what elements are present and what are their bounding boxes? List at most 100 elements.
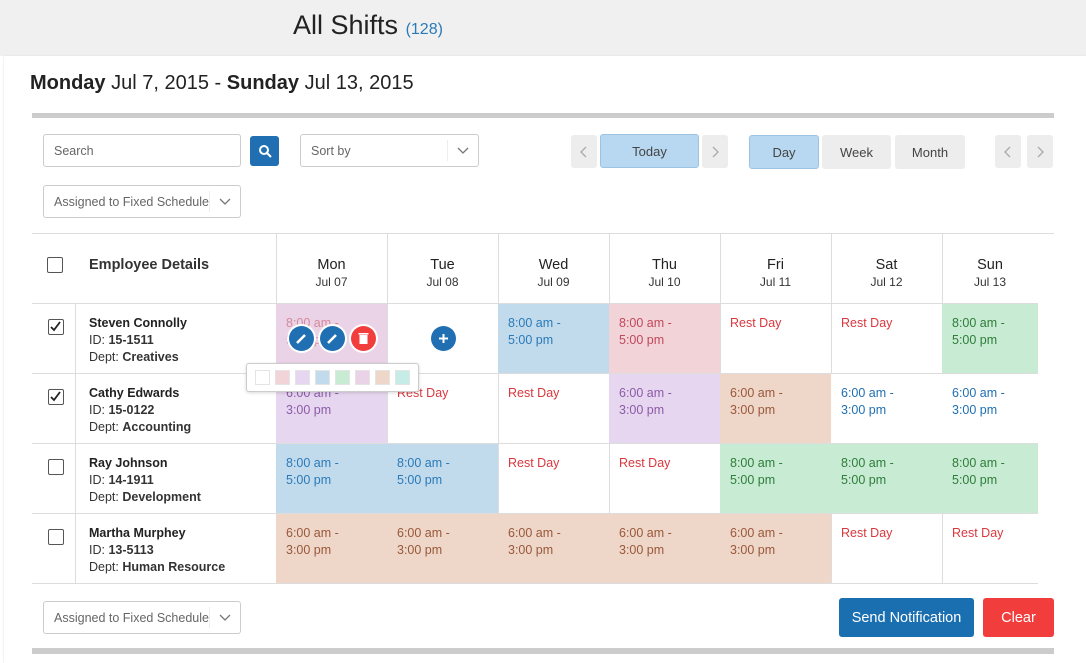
shift-cell[interactable]	[720, 443, 831, 513]
trash-icon	[358, 333, 369, 344]
shift-cell[interactable]	[387, 513, 498, 583]
value: 15-0122	[108, 403, 155, 417]
employee-id: ID: 15-0122	[89, 403, 154, 417]
shift-cell[interactable]	[498, 513, 609, 583]
shift-cell[interactable]	[720, 373, 831, 443]
view-month[interactable]: Month	[895, 135, 965, 169]
employee-name: Ray Johnson	[89, 456, 168, 470]
checkbox[interactable]	[48, 319, 64, 335]
row-line	[32, 303, 1038, 304]
shift-start: 6:00 am -	[619, 386, 672, 400]
day-name: Sat	[875, 257, 898, 273]
shift-end: 5:00 pm	[841, 473, 887, 487]
rest-day: Rest Day	[841, 316, 893, 330]
rest-day: Rest Day	[508, 386, 560, 400]
checkbox[interactable]	[47, 257, 63, 273]
column-line	[387, 233, 388, 583]
shift-start: 6:00 am -	[508, 526, 561, 540]
today-button[interactable]: Today	[600, 134, 699, 168]
sort-select[interactable]: Sort by	[300, 134, 479, 167]
day-name: Tue	[430, 257, 455, 273]
color-swatch[interactable]	[255, 370, 270, 385]
shift-cell[interactable]	[609, 513, 720, 583]
shift-start: 6:00 am -	[286, 526, 339, 540]
add-shift-button[interactable]	[431, 326, 456, 351]
shift-end: 3:00 pm	[952, 403, 998, 417]
shift-cell[interactable]	[276, 443, 387, 513]
checkbox[interactable]	[48, 529, 64, 545]
shift-end: 3:00 pm	[619, 403, 665, 417]
color-swatch[interactable]	[355, 370, 370, 385]
check-mark	[50, 391, 61, 402]
shift-cell[interactable]	[942, 303, 1038, 373]
label: Dept:	[89, 490, 119, 504]
title: All Shifts	[293, 10, 399, 40]
value: 15-1511	[108, 333, 154, 347]
check-mark	[50, 321, 61, 332]
shift-cell[interactable]	[942, 373, 1038, 443]
header-rule	[32, 233, 1054, 234]
prev-button[interactable]	[571, 135, 597, 168]
shift-cell[interactable]	[387, 443, 498, 513]
shift-start: 6:00 am -	[841, 386, 894, 400]
shift-cell[interactable]	[609, 303, 720, 373]
filter-select[interactable]: Assigned to Fixed Schedule	[43, 185, 241, 218]
shift-start: 8:00 am -	[841, 456, 894, 470]
shift-cell[interactable]	[942, 443, 1038, 513]
footer-filter[interactable]: Assigned to Fixed Schedule	[43, 601, 241, 634]
view-week[interactable]: Week	[822, 135, 891, 169]
search-input[interactable]: Search	[43, 134, 241, 167]
page-title: All Shifts (128)	[293, 10, 443, 41]
next-button[interactable]	[702, 135, 728, 168]
employee-dept: Dept: Development	[89, 490, 201, 504]
employee-header: Employee Details	[89, 257, 210, 273]
shift-start: 6:00 am -	[730, 526, 783, 540]
clear-button[interactable]: Clear	[983, 598, 1054, 637]
filter-chevron	[209, 191, 231, 212]
delete-button[interactable]	[351, 326, 376, 351]
value: Development	[122, 490, 201, 504]
shift-cell[interactable]	[609, 373, 720, 443]
label: Dept:	[89, 420, 119, 434]
color-swatch[interactable]	[315, 370, 330, 385]
color-swatch[interactable]	[395, 370, 410, 385]
employee-id: ID: 14-1911	[89, 473, 154, 487]
shift-cell[interactable]	[276, 513, 387, 583]
pencil-icon	[296, 334, 306, 344]
shift-end: 3:00 pm	[508, 543, 554, 557]
color-swatch[interactable]	[335, 370, 350, 385]
rest-day: Rest Day	[619, 456, 671, 470]
shift-end: 3:00 pm	[619, 543, 665, 557]
color-swatch[interactable]	[275, 370, 290, 385]
shift-start: 8:00 am -	[619, 316, 672, 330]
shift-end: 3:00 pm	[841, 403, 887, 417]
chevron-left	[1004, 146, 1011, 157]
shift-end: 3:00 pm	[730, 543, 776, 557]
shift-cell[interactable]	[831, 443, 942, 513]
view-day[interactable]: Day	[749, 135, 819, 169]
search-button[interactable]	[250, 136, 279, 166]
date-range: Monday Jul 7, 2015 - Sunday Jul 13, 2015	[30, 72, 414, 95]
shift-start: 8:00 am -	[952, 456, 1005, 470]
employee-header-line	[276, 233, 277, 303]
range-next[interactable]	[1027, 135, 1053, 168]
label: Dept:	[89, 350, 119, 364]
send-button[interactable]: Send Notification	[839, 598, 974, 637]
shift-cell[interactable]	[498, 303, 609, 373]
search-icon	[258, 145, 272, 158]
color-swatch[interactable]	[375, 370, 390, 385]
shift-end: 5:00 pm	[952, 473, 998, 487]
range-prev[interactable]	[995, 135, 1021, 168]
employee-dept: Dept: Human Resource	[89, 560, 225, 574]
checkbox[interactable]	[48, 389, 64, 405]
shift-start: 6:00 am -	[397, 526, 450, 540]
color-button[interactable]	[320, 326, 345, 351]
shift-end: 5:00 pm	[397, 473, 443, 487]
start-date: Jul 7, 2015	[111, 72, 209, 94]
shift-cell[interactable]	[831, 373, 942, 443]
checkbox[interactable]	[48, 459, 64, 475]
value: Accounting	[122, 420, 192, 434]
shift-cell[interactable]	[720, 513, 831, 583]
edit-button[interactable]	[289, 326, 314, 351]
color-swatch[interactable]	[295, 370, 310, 385]
